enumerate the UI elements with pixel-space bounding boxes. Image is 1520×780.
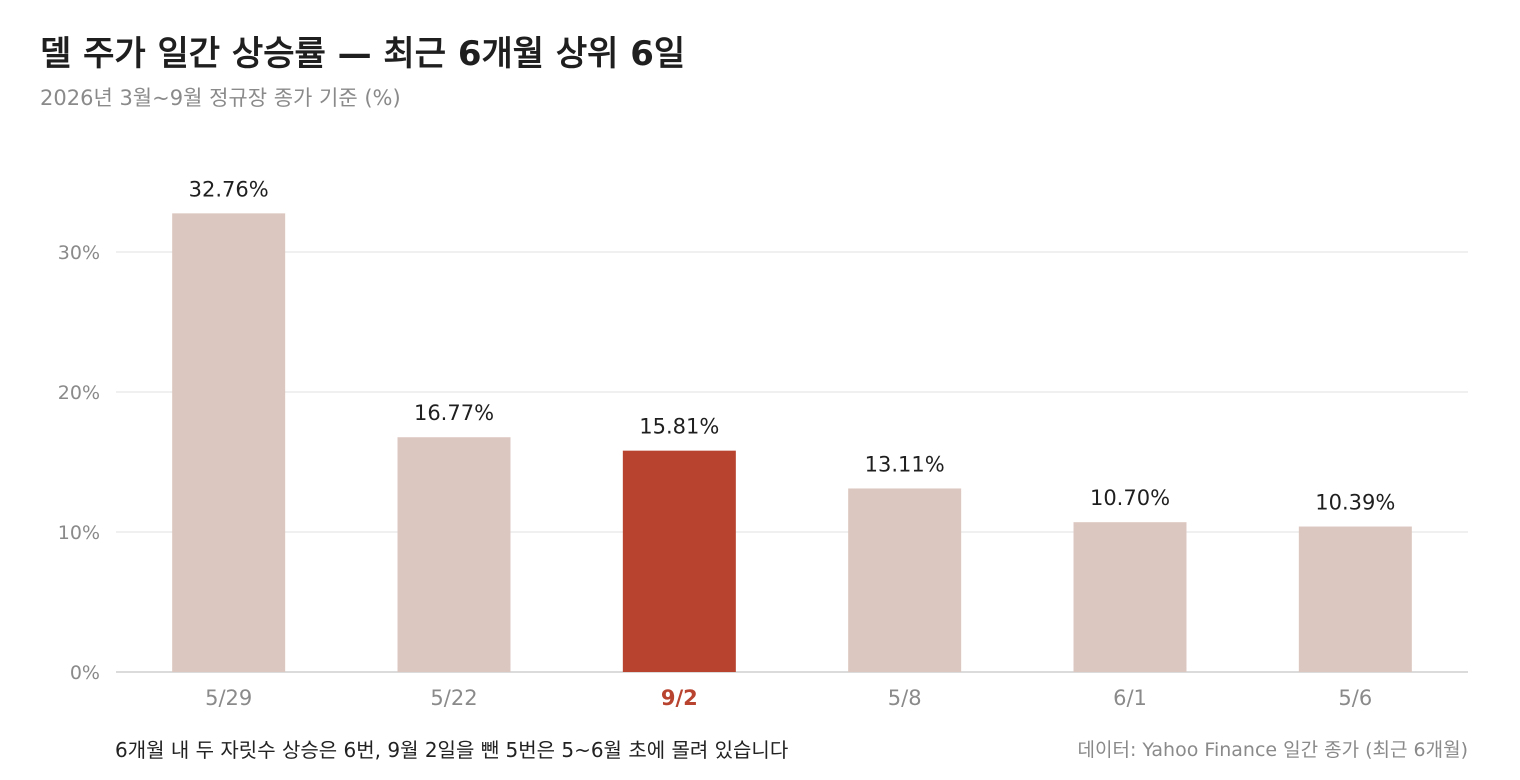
chart-footnote: 6개월 내 두 자릿수 상승은 6번, 9월 2일을 뺀 5번은 5~6월 초에… — [115, 738, 789, 762]
bar — [1298, 526, 1412, 672]
bar — [1073, 522, 1187, 672]
x-tick-label: 6/1 — [1113, 686, 1147, 710]
y-tick-label: 10% — [58, 522, 100, 544]
data-label: 13.11% — [865, 452, 945, 476]
data-label: 32.76% — [189, 177, 269, 201]
data-label: 15.81% — [639, 415, 719, 439]
x-tick-label: 9/2 — [661, 686, 698, 710]
y-tick-label: 20% — [58, 382, 100, 404]
bar — [622, 450, 736, 672]
chart-subtitle: 2026년 3월~9월 정규장 종가 기준 (%) — [40, 86, 401, 110]
data-source: 데이터: Yahoo Finance 일간 종가 (최근 6개월) — [1077, 739, 1468, 761]
bar — [397, 437, 511, 672]
x-tick-label: 5/29 — [205, 686, 252, 710]
data-label: 16.77% — [414, 401, 494, 425]
bar — [848, 488, 962, 672]
data-label: 10.70% — [1090, 486, 1170, 510]
y-tick-label: 30% — [58, 242, 100, 264]
x-tick-label: 5/6 — [1338, 686, 1372, 710]
bar — [172, 213, 286, 673]
data-label: 10.39% — [1315, 491, 1395, 515]
x-tick-label: 5/22 — [430, 686, 477, 710]
y-tick-label: 0% — [70, 662, 100, 684]
x-tick-label: 5/8 — [888, 686, 922, 710]
chart-title: 델 주가 일간 상승률 — 최근 6개월 상위 6일 — [40, 34, 686, 74]
